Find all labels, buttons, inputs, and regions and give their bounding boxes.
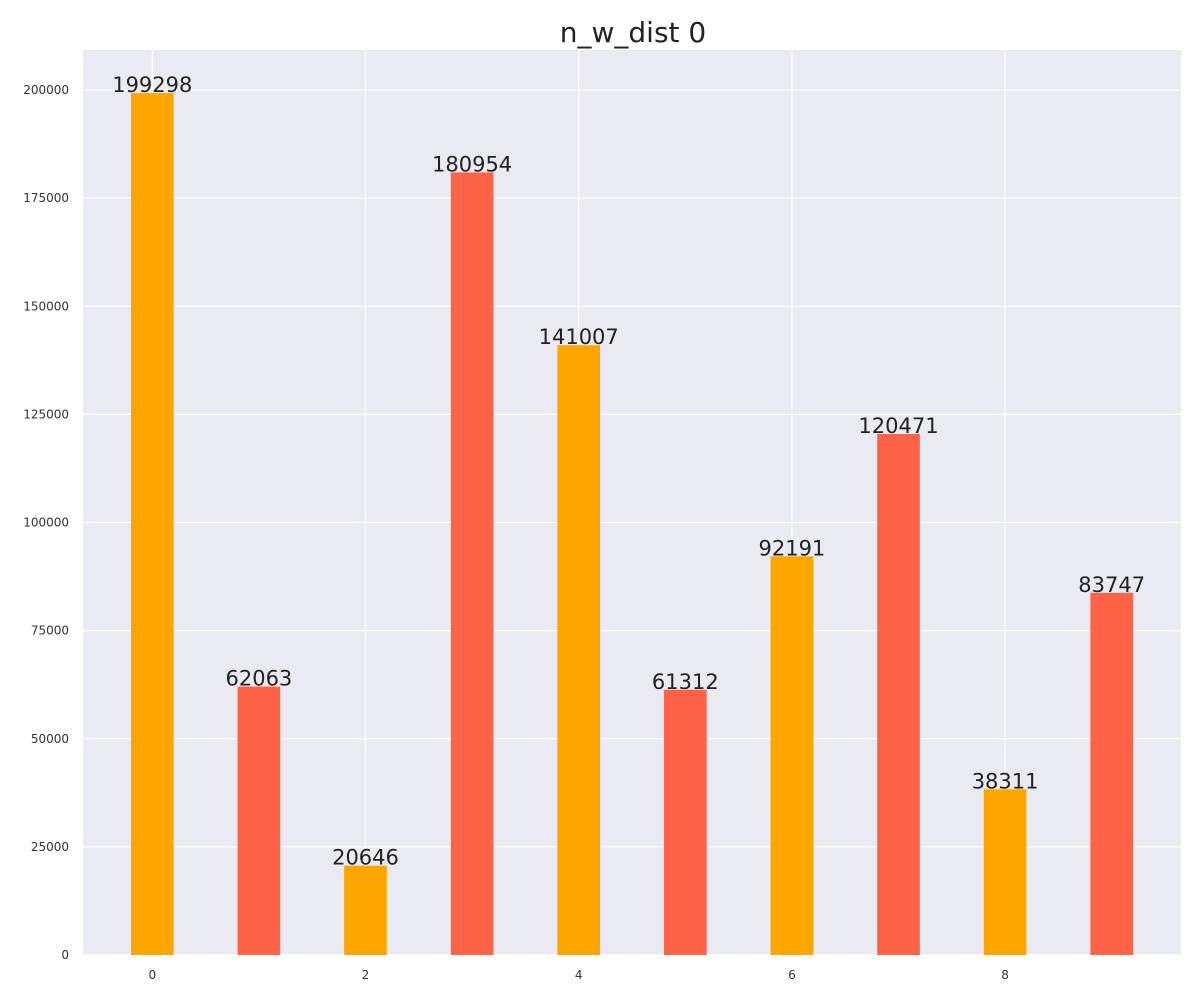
data-label-4: 141007 [539,325,619,349]
data-label-5: 61312 [652,670,719,694]
x-axis: 0 2 4 6 8 [148,968,1008,982]
data-labels: 199298 62063 20646 180954 141007 61312 92191 12… [112,73,1145,870]
bars [130,93,1134,956]
data-label-1: 62063 [225,667,292,691]
x-tick-label: 6 [788,968,796,982]
x-tick-label: 8 [1001,968,1009,982]
bar-2 [344,865,387,955]
data-label-9: 83747 [1078,573,1145,597]
data-label-0: 199298 [112,73,192,97]
bar-4 [557,345,601,955]
y-tick-label: 125000 [23,407,69,421]
y-tick-label: 50000 [31,732,69,746]
y-axis: 0 25000 50000 75000 100000 125000 150000 175000… [23,83,69,962]
x-tick-label: 2 [362,968,370,982]
data-label-8: 38311 [972,769,1039,793]
data-label-7: 120471 [858,414,938,438]
bar-9 [1090,592,1134,955]
bar-3 [450,172,494,955]
y-tick-label: 0 [61,948,69,962]
x-tick-label: 0 [148,968,156,982]
x-tick-label: 4 [575,968,583,982]
y-tick-label: 25000 [31,840,69,854]
y-tick-label: 75000 [31,624,69,638]
y-tick-label: 150000 [23,299,69,313]
bar-7 [877,433,920,955]
bar-0 [130,93,174,956]
bar-8 [983,789,1027,955]
y-tick-label: 200000 [23,83,69,97]
bar-5 [663,689,707,955]
chart-title: n_w_dist 0 [560,16,706,49]
bar-1 [237,686,281,955]
bar-6 [770,556,814,955]
plot-area: 199298 62063 20646 180954 141007 61312 92191 12… [83,50,1181,956]
data-label-3: 180954 [432,152,512,176]
y-tick-label: 100000 [23,516,69,530]
y-tick-label: 175000 [23,191,69,205]
data-label-2: 20646 [332,846,399,870]
data-label-6: 92191 [758,536,825,560]
